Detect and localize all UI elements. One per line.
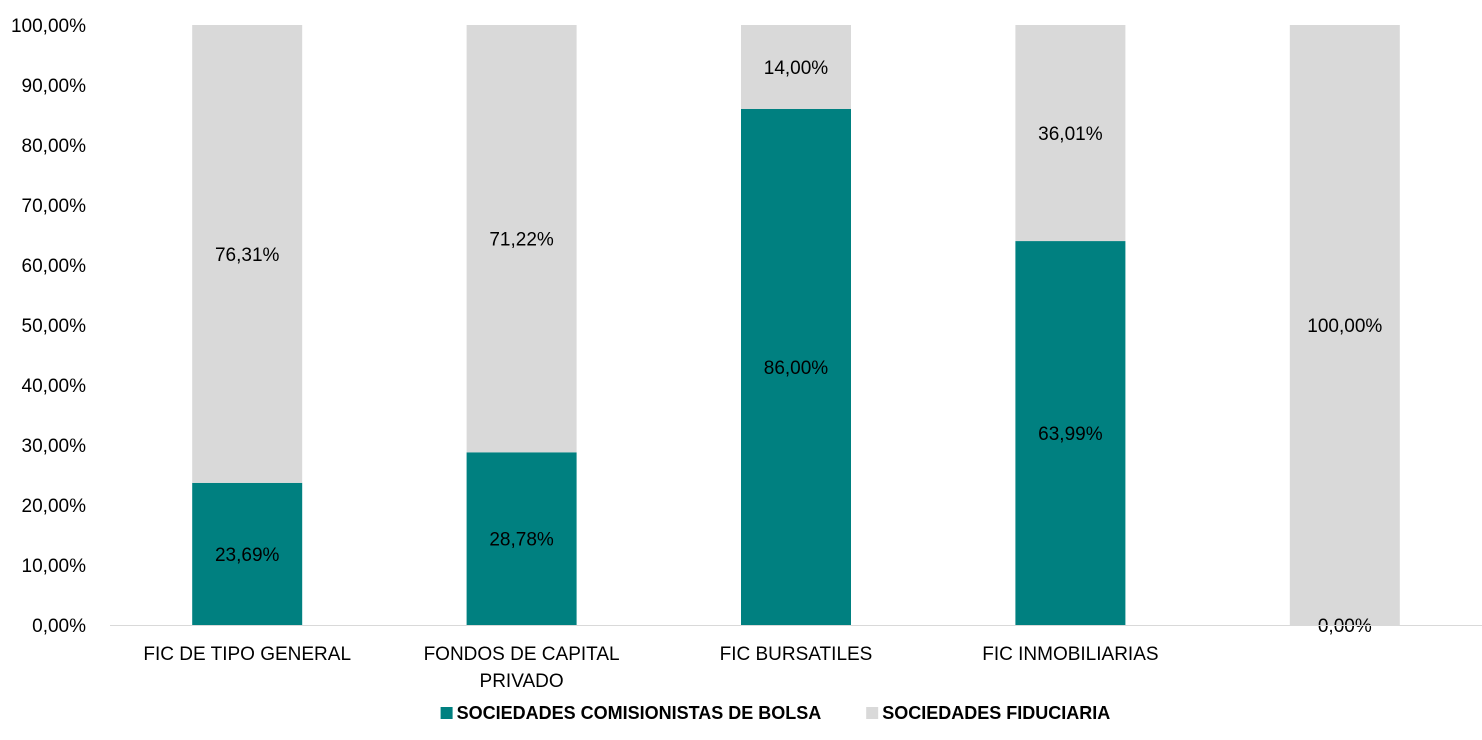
- y-tick-label: 30,00%: [22, 436, 87, 457]
- y-tick-label: 100,00%: [11, 16, 86, 37]
- bar-segment-series-1: [192, 482, 303, 625]
- data-label: 28,78%: [489, 530, 554, 551]
- bar-segment-series-2: [192, 25, 303, 483]
- x-axis: FIC DE TIPO GENERAL FONDOS DE CAPITAL PRIV…: [143, 644, 1158, 692]
- y-tick-label: 10,00%: [22, 556, 87, 577]
- bar-segment-series-1: [1015, 241, 1126, 625]
- legend-swatch: [440, 707, 453, 719]
- data-label: 36,01%: [1038, 124, 1103, 145]
- y-tick-label: 50,00%: [22, 316, 87, 337]
- bar-segment-series-2: [466, 25, 577, 453]
- x-category-label: FIC INMOBILIARIAS: [982, 644, 1158, 665]
- bar-segment-series-2: [741, 25, 851, 109]
- data-label: 86,00%: [764, 358, 829, 379]
- data-label: 71,22%: [489, 230, 554, 251]
- bar-segment-series-2: [1289, 25, 1400, 625]
- legend-label: SOCIEDADES COMISIONISTAS DE BOLSA: [457, 703, 822, 723]
- bar-segment-series-1: [466, 452, 577, 625]
- data-labels: 23,69% 76,31% 28,78% 71,22% 86,00% 14,00% 63,9…: [215, 58, 1382, 637]
- y-tick-label: 0,00%: [32, 616, 86, 637]
- data-label: 76,31%: [215, 245, 280, 266]
- data-label: 63,99%: [1038, 424, 1103, 445]
- data-label: 100,00%: [1307, 316, 1382, 337]
- y-tick-label: 40,00%: [22, 376, 87, 397]
- legend-swatch: [866, 707, 879, 719]
- bar-segment-series-2: [1015, 25, 1126, 242]
- legend-label: SOCIEDADES FIDUCIARIA: [882, 703, 1110, 723]
- legend: SOCIEDADES COMISIONISTAS DE BOLSA SOCIEDA…: [440, 703, 1110, 723]
- x-category-label: FIC BURSATILES: [720, 644, 873, 665]
- y-tick-label: 20,00%: [22, 496, 87, 517]
- bar-segment-series-1: [741, 109, 851, 625]
- y-tick-label: 60,00%: [22, 256, 87, 277]
- data-label: 14,00%: [764, 58, 829, 79]
- x-category-label: FIC DE TIPO GENERAL: [143, 644, 351, 665]
- y-tick-label: 90,00%: [22, 76, 87, 97]
- y-tick-label: 70,00%: [22, 196, 87, 217]
- x-category-label: FONDOS DE CAPITAL: [424, 644, 620, 665]
- y-tick-label: 80,00%: [22, 136, 87, 157]
- data-label: 23,69%: [215, 545, 280, 566]
- bars: [192, 25, 1400, 625]
- x-category-label: PRIVADO: [480, 671, 564, 692]
- y-axis: 0,00% 10,00% 20,00% 30,00% 40,00% 50,00% 60,00…: [11, 16, 86, 637]
- data-label: 0,00%: [1318, 616, 1372, 637]
